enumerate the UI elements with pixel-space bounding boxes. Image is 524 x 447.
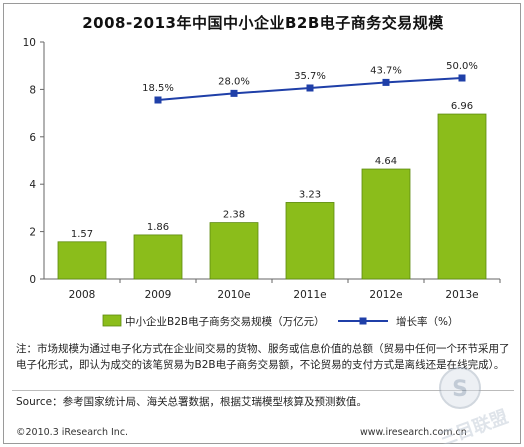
bar-data-label: 6.96 [451, 101, 473, 112]
y-tick-label: 6 [29, 132, 36, 144]
growth-rate-label: 50.0% [446, 61, 478, 72]
bar-2008 [57, 241, 107, 280]
x-tick-label: 2013e [445, 289, 478, 301]
chart-title: 2008-2013年中国中小企业B2B电子商务交易规模 [82, 14, 444, 32]
bar-data-label: 1.86 [147, 222, 169, 233]
copyright-text: ©2010.3 iResearch Inc. [16, 427, 129, 438]
legend-swatch-bar [102, 314, 122, 327]
bar-2012e [361, 168, 411, 280]
x-tick-label: 2010e [217, 289, 250, 301]
source-text: Source：参考国家统计局、海关总署数据，根据艾瑞模型核算及预测数值。 [16, 396, 368, 408]
bar-data-label: 1.57 [71, 229, 93, 240]
x-tick-label: 2011e [293, 289, 326, 301]
legend-marker [359, 317, 367, 325]
growth-rate-point [458, 74, 466, 82]
bar-2011e [285, 202, 335, 280]
bar-2013e [437, 113, 487, 280]
growth-rate-point [154, 96, 162, 104]
y-tick-label: 8 [29, 84, 36, 96]
chart-note: 注：市场规模为通过电子化方式在企业间交易的货物、服务或信息价值的总额（贸易中任何… [16, 343, 510, 371]
bar-2009 [133, 234, 183, 280]
y-tick-label: 2 [29, 227, 36, 239]
y-tick-label: 0 [29, 274, 36, 286]
growth-rate-label: 18.5% [142, 83, 174, 94]
svg-text:S: S [452, 377, 468, 402]
x-tick-label: 2012e [369, 289, 402, 301]
growth-rate-label: 35.7% [294, 71, 326, 82]
s-logo-badge-icon: S 三目联盟 [436, 367, 511, 444]
bar-data-label: 4.64 [375, 156, 397, 167]
growth-rate-label: 43.7% [370, 65, 402, 76]
bar-data-label: 2.38 [223, 210, 245, 221]
chart-plot: 0 2 4 6 8 10 1.57 1.86 2.38 3.23 4.64 6.96 2008 2009 2… [23, 37, 501, 328]
growth-rate-point [230, 89, 238, 97]
legend-label-bar: 中小企业B2B电子商务交易规模（万亿元） [125, 315, 325, 328]
y-tick-label: 10 [23, 37, 36, 49]
watermark-text: 三目联盟 [436, 406, 511, 444]
legend-label-line: 增长率（%） [396, 315, 458, 328]
website-text: www.iresearch.com.cn [360, 427, 467, 438]
growth-rate-point [306, 84, 314, 92]
y-tick-label: 4 [29, 179, 36, 191]
chart-frame: 2008-2013年中国中小企业B2B电子商务交易规模 0 2 4 6 8 10 1.57 1… [3, 3, 521, 444]
bar-data-label: 3.23 [299, 189, 321, 200]
growth-rate-label: 28.0% [218, 76, 250, 87]
bar-2010e [209, 222, 259, 280]
x-tick-label: 2008 [69, 289, 96, 301]
divider [12, 390, 514, 391]
x-tick-label: 2009 [145, 289, 172, 301]
growth-rate-point [382, 78, 390, 86]
